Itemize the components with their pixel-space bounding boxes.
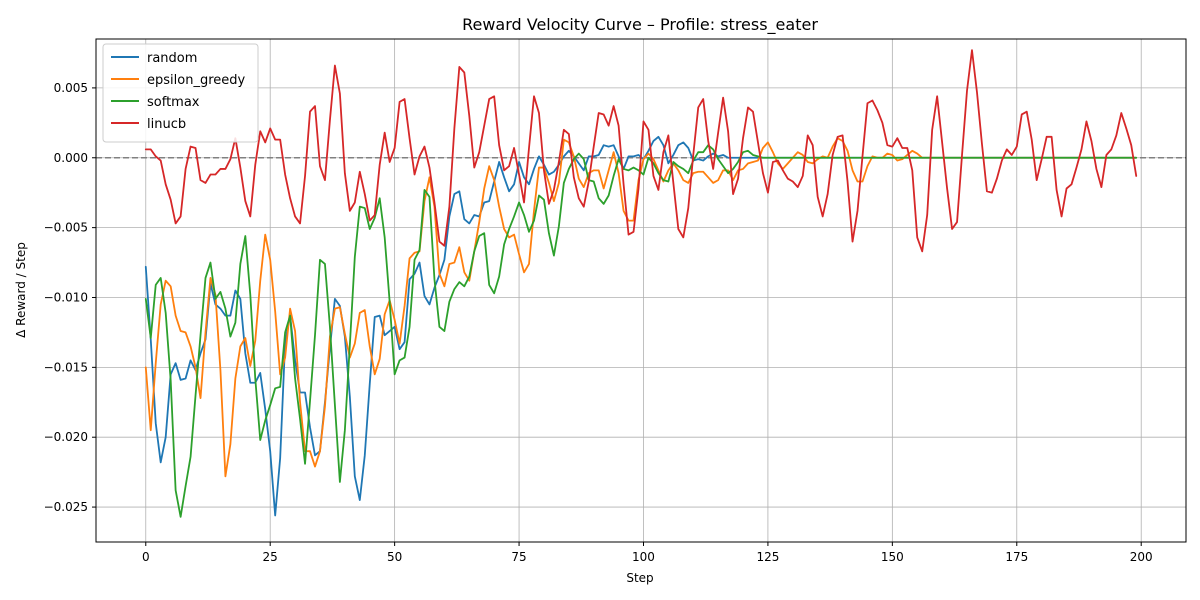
x-tick-label: 50 xyxy=(387,550,402,564)
y-axis-ticks: −0.025 −0.020 −0.015 −0.010 −0.005 0.000 0.005 xyxy=(44,81,96,514)
y-tick-label: −0.015 xyxy=(44,360,88,374)
x-tick-label: 150 xyxy=(881,550,904,564)
y-tick-label: −0.020 xyxy=(44,430,88,444)
legend-box xyxy=(102,43,259,143)
y-tick-label: −0.005 xyxy=(44,221,88,235)
x-tick-label: 100 xyxy=(632,550,655,564)
y-tick-label: 0.005 xyxy=(54,81,88,95)
x-tick-label: 25 xyxy=(263,550,278,564)
series-line-linucb xyxy=(144,49,1138,253)
x-tick-label: 200 xyxy=(1130,550,1153,564)
x-tick-label: 175 xyxy=(1005,550,1028,564)
y-tick-label: −0.025 xyxy=(44,500,88,514)
y-tick-label: −0.010 xyxy=(44,290,88,304)
y-tick-label: 0.000 xyxy=(54,151,88,165)
series-line-softmax xyxy=(144,144,1138,518)
series-lines xyxy=(144,49,1138,518)
legend-label-random: random xyxy=(147,51,197,66)
legend-label-epsilon-greedy: epsilon_greedy xyxy=(147,73,245,88)
x-tick-label: 125 xyxy=(756,550,779,564)
legend-label-linucb: linucb xyxy=(147,117,186,132)
chart-title: Reward Velocity Curve – Profile: stress_… xyxy=(462,15,818,35)
plot-frame xyxy=(95,38,1187,543)
x-axis-label: Step xyxy=(626,571,653,585)
y-axis-label: Δ Reward / Step xyxy=(14,242,28,338)
legend-label-softmax: softmax xyxy=(147,95,200,110)
x-tick-label: 75 xyxy=(511,550,526,564)
series-line-epsilon-greedy xyxy=(144,137,1138,478)
x-axis-ticks: 0 25 50 75 100 125 150 175 200 xyxy=(142,542,1153,564)
x-tick-label: 0 xyxy=(142,550,150,564)
